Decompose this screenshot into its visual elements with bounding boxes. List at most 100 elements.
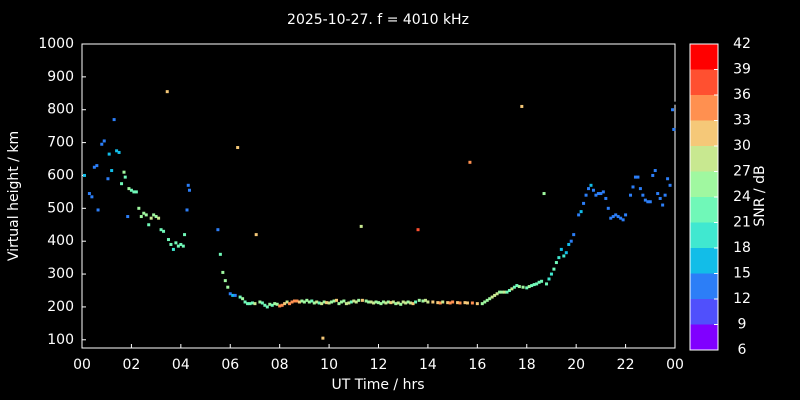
point: [339, 300, 343, 304]
point: [411, 302, 415, 306]
colorbar-bin: [690, 44, 718, 70]
point: [117, 150, 121, 154]
point: [174, 241, 178, 245]
point: [127, 187, 131, 191]
point: [475, 302, 479, 306]
colorbar-tick-label: 9: [738, 317, 747, 333]
point: [374, 300, 378, 304]
point: [483, 300, 487, 304]
colorbar-bin: [690, 299, 718, 325]
point: [92, 165, 96, 169]
point: [334, 298, 338, 302]
point: [485, 298, 489, 302]
point: [451, 300, 455, 304]
point: [233, 293, 237, 297]
point: [406, 300, 410, 304]
point: [638, 187, 642, 191]
point: [157, 216, 161, 220]
point: [273, 302, 277, 306]
point: [604, 196, 608, 200]
point: [129, 188, 133, 192]
y-tick-label: 1000: [38, 36, 74, 52]
point: [614, 213, 618, 217]
point: [641, 193, 645, 197]
point: [278, 304, 282, 308]
point: [500, 290, 504, 294]
point: [123, 175, 127, 179]
point: [589, 183, 593, 187]
point: [102, 139, 106, 143]
point: [226, 285, 230, 289]
colorbar-tick-label: 27: [733, 164, 751, 180]
point: [243, 300, 247, 304]
x-tick-label: 12: [370, 357, 388, 373]
point: [384, 301, 388, 305]
point: [540, 279, 544, 283]
point: [100, 142, 104, 146]
colorbar-bin: [690, 273, 718, 299]
point: [312, 301, 316, 305]
point: [152, 213, 156, 217]
point: [134, 190, 138, 194]
point: [671, 108, 675, 112]
y-tick-label: 300: [47, 266, 74, 282]
colorbar-tick-label: 39: [733, 62, 751, 78]
point: [216, 228, 220, 232]
point: [480, 302, 484, 306]
x-tick-label: 08: [271, 357, 289, 373]
point: [325, 301, 329, 305]
x-tick-label: 06: [221, 357, 239, 373]
point: [668, 183, 672, 187]
colorbar-bin: [690, 146, 718, 172]
point: [564, 251, 568, 255]
point: [147, 223, 151, 227]
point: [90, 195, 94, 199]
point: [132, 190, 136, 194]
point: [421, 299, 425, 303]
point: [280, 303, 284, 307]
x-tick-label: 00: [666, 357, 684, 373]
point: [359, 224, 363, 228]
colorbar-bin: [690, 324, 718, 350]
point: [409, 301, 413, 305]
point: [110, 169, 114, 173]
point: [396, 301, 400, 305]
point: [503, 290, 507, 294]
point: [126, 215, 130, 219]
point: [107, 152, 111, 156]
y-tick-label: 100: [47, 332, 74, 348]
point: [144, 213, 148, 217]
point: [238, 295, 242, 299]
point: [414, 300, 418, 304]
point: [470, 301, 474, 305]
point: [295, 299, 299, 303]
point: [488, 297, 492, 301]
point: [187, 188, 191, 192]
point: [327, 301, 331, 305]
colorbar-tick-label: 36: [733, 87, 751, 103]
y-tick-label: 400: [47, 233, 74, 249]
chart-title: 2025-10-27. f = 4010 kHz: [287, 12, 469, 28]
y-tick-label: 800: [47, 102, 74, 118]
point: [498, 290, 502, 294]
point: [381, 300, 385, 304]
point: [423, 298, 427, 302]
x-tick-label: 10: [320, 357, 338, 373]
x-tick-label: 00: [73, 357, 91, 373]
point: [223, 279, 227, 283]
point: [629, 193, 633, 197]
point: [268, 302, 272, 306]
x-tick-label: 16: [468, 357, 486, 373]
point: [283, 302, 287, 306]
point: [367, 300, 371, 304]
point: [137, 206, 141, 210]
point: [436, 301, 440, 305]
point: [176, 244, 180, 248]
point: [231, 293, 235, 297]
point: [547, 277, 551, 281]
point: [601, 190, 605, 194]
point: [619, 216, 623, 220]
point: [263, 303, 267, 307]
colorbar-tick-label: 33: [733, 113, 751, 129]
